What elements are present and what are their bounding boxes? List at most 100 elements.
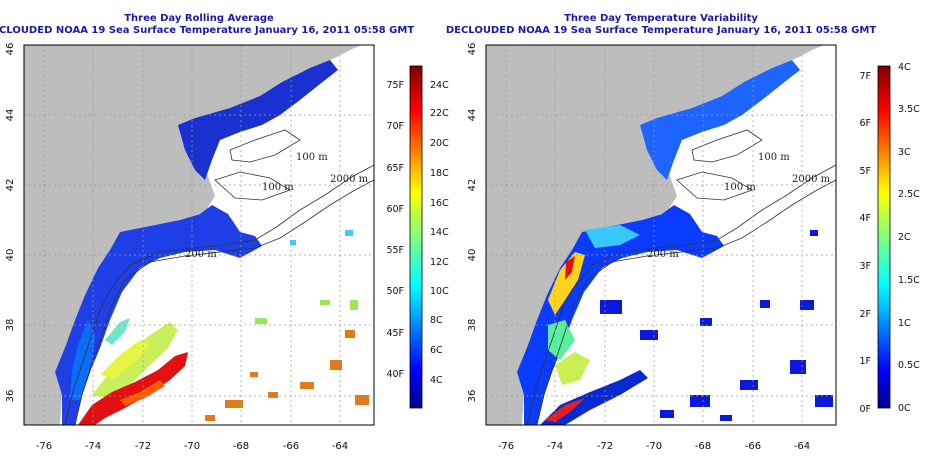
svg-text:-70: -70 [646, 441, 662, 452]
right-colorbar-c-labels: 4C 3.5C 3C 2.5C 2C 1.5C 1C 0.5C 0C [898, 62, 920, 414]
grid-lines [24, 45, 374, 425]
svg-text:46: 46 [467, 43, 478, 56]
svg-text:-74: -74 [85, 441, 101, 452]
svg-text:10C: 10C [430, 286, 449, 297]
svg-text:16C: 16C [430, 198, 449, 209]
left-title-line2: DECLOUDED NOAA 19 Sea Surface Temperatur… [0, 25, 414, 36]
svg-text:20C: 20C [430, 138, 449, 149]
grid-lines [486, 45, 836, 425]
left-y-ticks: 36 38 40 42 44 46 [5, 43, 16, 403]
right-colorbar [877, 65, 891, 409]
contour-label: 2000 m [330, 174, 369, 185]
contour-label: 100 m [758, 152, 790, 163]
left-map: 100 m 2000 m 100 m 200 m [24, 45, 374, 425]
contour-label: 100 m [724, 182, 756, 193]
svg-text:36: 36 [467, 390, 478, 403]
left-colorbar [409, 65, 423, 409]
svg-text:3.5C: 3.5C [898, 104, 920, 115]
svg-text:0F: 0F [859, 404, 871, 415]
right-title-line2: DECLOUDED NOAA 19 Sea Surface Temperatur… [446, 25, 877, 36]
svg-text:5F: 5F [859, 166, 871, 177]
svg-text:70F: 70F [386, 121, 404, 132]
right-map: 100 m 2000 m 100 m 200 m [486, 45, 836, 425]
svg-text:6C: 6C [430, 345, 443, 356]
contour-label: 100 m [296, 152, 328, 163]
variability-gulf-of-maine [640, 60, 800, 180]
right-panel: Three Day Temperature Variability DECLOU… [446, 13, 920, 452]
svg-text:12C: 12C [430, 257, 449, 268]
sst-offshore-patches [205, 330, 369, 421]
svg-text:1C: 1C [898, 318, 911, 329]
svg-text:-72: -72 [135, 441, 151, 452]
svg-text:-70: -70 [184, 441, 200, 452]
svg-text:2.5C: 2.5C [898, 189, 920, 200]
svg-text:44: 44 [467, 109, 478, 122]
svg-text:-72: -72 [597, 441, 613, 452]
svg-text:2C: 2C [898, 232, 911, 243]
left-map-frame [23, 44, 375, 426]
left-panel: Three Day Rolling Average DECLOUDED NOAA… [0, 13, 449, 452]
svg-text:60F: 60F [386, 204, 404, 215]
svg-text:40: 40 [467, 249, 478, 262]
svg-text:1.5C: 1.5C [898, 275, 920, 286]
contour-label: 100 m [262, 182, 294, 193]
svg-text:7F: 7F [859, 71, 871, 82]
svg-text:50F: 50F [386, 286, 404, 297]
right-y-ticks: 36 38 40 42 44 46 [467, 43, 478, 403]
svg-text:36: 36 [5, 390, 16, 403]
svg-text:14C: 14C [430, 227, 449, 238]
contour-label: 200 m [185, 249, 217, 260]
svg-text:24C: 24C [430, 80, 449, 91]
svg-text:4C: 4C [430, 375, 443, 386]
contour-label: 2000 m [792, 174, 831, 185]
svg-text:-68: -68 [233, 441, 249, 452]
svg-text:0C: 0C [898, 403, 911, 414]
svg-text:38: 38 [467, 319, 478, 332]
svg-text:-66: -66 [283, 441, 299, 452]
isobaths [526, 129, 836, 425]
left-title-line1: Three Day Rolling Average [124, 13, 274, 24]
svg-text:6F: 6F [859, 118, 871, 129]
svg-text:3C: 3C [898, 147, 911, 158]
svg-text:-66: -66 [745, 441, 761, 452]
svg-text:44: 44 [5, 109, 16, 122]
svg-text:8C: 8C [430, 315, 443, 326]
sst-gulf-of-maine [178, 60, 338, 180]
svg-text:22C: 22C [430, 108, 449, 119]
svg-text:3F: 3F [859, 261, 871, 272]
svg-text:4F: 4F [859, 213, 871, 224]
sst-nearshore [70, 320, 95, 400]
right-map-frame [485, 44, 837, 426]
svg-text:-64: -64 [794, 441, 810, 452]
svg-text:-68: -68 [695, 441, 711, 452]
svg-text:55F: 55F [386, 245, 404, 256]
right-title-line1: Three Day Temperature Variability [564, 13, 758, 24]
svg-text:-64: -64 [332, 441, 348, 452]
svg-text:4C: 4C [898, 62, 911, 73]
svg-text:38: 38 [5, 319, 16, 332]
left-colorbar-c-labels: 24C 22C 20C 18C 16C 14C 12C 10C 8C 6C 4C [430, 80, 449, 386]
isobaths [64, 129, 374, 425]
svg-text:65F: 65F [386, 163, 404, 174]
svg-text:-74: -74 [547, 441, 563, 452]
svg-text:-76: -76 [36, 441, 52, 452]
right-colorbar-f-labels: 7F 6F 5F 4F 3F 2F 1F 0F [859, 71, 871, 415]
svg-text:42: 42 [467, 179, 478, 192]
right-x-ticks: -76 -74 -72 -70 -68 -66 -64 [498, 441, 810, 452]
left-x-ticks: -76 -74 -72 -70 -68 -66 -64 [36, 441, 348, 452]
svg-text:2F: 2F [859, 309, 871, 320]
svg-text:40F: 40F [386, 369, 404, 380]
svg-text:1F: 1F [859, 356, 871, 367]
svg-text:46: 46 [5, 43, 16, 56]
svg-text:42: 42 [5, 179, 16, 192]
svg-text:45F: 45F [386, 328, 404, 339]
svg-text:75F: 75F [386, 80, 404, 91]
svg-text:0.5C: 0.5C [898, 360, 920, 371]
gulf-stream [78, 352, 188, 425]
left-colorbar-f-labels: 75F 70F 65F 60F 55F 50F 45F 40F [386, 80, 404, 380]
contour-label: 200 m [647, 249, 679, 260]
svg-text:40: 40 [5, 249, 16, 262]
svg-text:18C: 18C [430, 168, 449, 179]
svg-text:-76: -76 [498, 441, 514, 452]
